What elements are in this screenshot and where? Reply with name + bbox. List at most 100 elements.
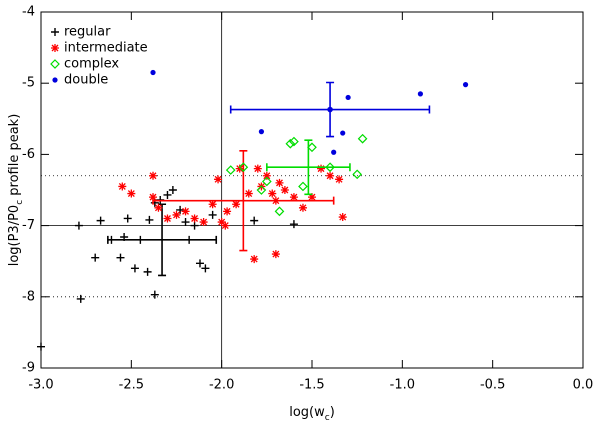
x-tick-label: -3.0	[28, 378, 53, 393]
marker-shape	[127, 189, 136, 198]
marker-shape	[143, 267, 152, 276]
marker-shape	[244, 189, 253, 198]
point	[298, 203, 307, 212]
marker-shape	[150, 290, 159, 299]
marker-shape	[51, 44, 59, 52]
marker-shape	[274, 206, 285, 217]
marker-shape	[317, 164, 326, 173]
point	[317, 164, 326, 173]
point	[261, 176, 272, 187]
marker-shape	[340, 130, 346, 136]
marker-shape	[238, 162, 249, 173]
y-tick-label: -4	[22, 5, 35, 20]
y-tick-label: -9	[22, 361, 35, 376]
point	[340, 130, 346, 136]
marker-shape	[289, 136, 299, 147]
legend-label: intermediate	[64, 41, 148, 56]
point	[262, 171, 271, 180]
point	[163, 214, 172, 223]
marker-shape	[462, 82, 469, 88]
marker-shape	[345, 94, 351, 101]
marker-shape	[285, 138, 296, 149]
x-tick-label: -1.0	[390, 378, 415, 393]
point	[307, 142, 317, 153]
error-bar-y	[304, 139, 313, 196]
marker-shape	[235, 164, 244, 173]
marker-shape	[181, 207, 190, 216]
legend-label: complex	[64, 57, 119, 72]
point	[217, 218, 226, 227]
point	[289, 136, 299, 147]
marker-shape	[275, 178, 284, 187]
marker-shape	[190, 214, 199, 223]
marker-shape	[190, 221, 199, 230]
marker-shape	[223, 207, 232, 216]
marker-shape	[51, 28, 59, 36]
marker-shape	[307, 142, 317, 153]
y-tick-label: -6	[22, 147, 35, 162]
marker-shape	[352, 169, 363, 180]
point	[325, 162, 335, 173]
point	[149, 171, 158, 180]
point	[154, 203, 163, 212]
point	[250, 255, 259, 264]
marker-shape	[52, 77, 58, 83]
point	[181, 218, 190, 227]
point	[116, 253, 125, 262]
marker-shape	[163, 214, 172, 223]
point	[345, 94, 351, 101]
point	[289, 193, 298, 202]
marker-shape	[181, 218, 190, 227]
marker-shape	[289, 220, 298, 229]
marker-shape	[37, 342, 45, 351]
marker-shape	[96, 216, 105, 225]
marker-shape	[195, 259, 204, 268]
marker-shape	[268, 189, 277, 198]
marker-shape	[298, 181, 308, 192]
marker-shape	[149, 171, 158, 180]
point	[253, 164, 262, 173]
legend-label: regular	[64, 25, 111, 40]
point	[298, 181, 308, 192]
marker-shape	[176, 205, 185, 214]
point	[256, 185, 267, 195]
marker-shape	[163, 190, 172, 199]
marker-shape	[258, 129, 265, 135]
point	[118, 182, 127, 191]
y-axis-label: log(P3/P0c profile peak)	[7, 114, 25, 267]
marker-shape	[262, 171, 271, 180]
marker-shape	[145, 215, 154, 224]
marker-shape	[289, 193, 298, 202]
error-bar-y	[239, 150, 248, 252]
marker-shape	[116, 253, 125, 262]
point	[143, 267, 152, 276]
marker-shape	[214, 175, 223, 184]
marker-shape	[150, 69, 156, 76]
marker-shape	[217, 218, 226, 227]
marker-shape	[325, 162, 335, 173]
y-tick-label: -8	[22, 289, 35, 304]
point	[199, 218, 208, 227]
marker-shape	[168, 186, 177, 194]
point	[244, 189, 253, 198]
point	[37, 342, 45, 351]
point	[208, 200, 217, 209]
marker-shape	[250, 216, 259, 225]
point	[271, 250, 280, 259]
point	[214, 175, 223, 184]
marker-shape	[208, 210, 217, 219]
point	[145, 215, 154, 224]
marker-shape	[331, 149, 337, 155]
error-bar-y	[158, 203, 167, 277]
point	[96, 216, 105, 225]
point	[91, 253, 100, 262]
marker-shape	[357, 133, 368, 144]
marker-shape	[326, 171, 335, 180]
point	[190, 221, 199, 230]
point	[238, 162, 249, 173]
x-tick-label: -1.5	[299, 378, 324, 393]
y-tick-label: -7	[22, 218, 35, 233]
point	[150, 290, 159, 299]
marker-shape	[280, 186, 289, 194]
